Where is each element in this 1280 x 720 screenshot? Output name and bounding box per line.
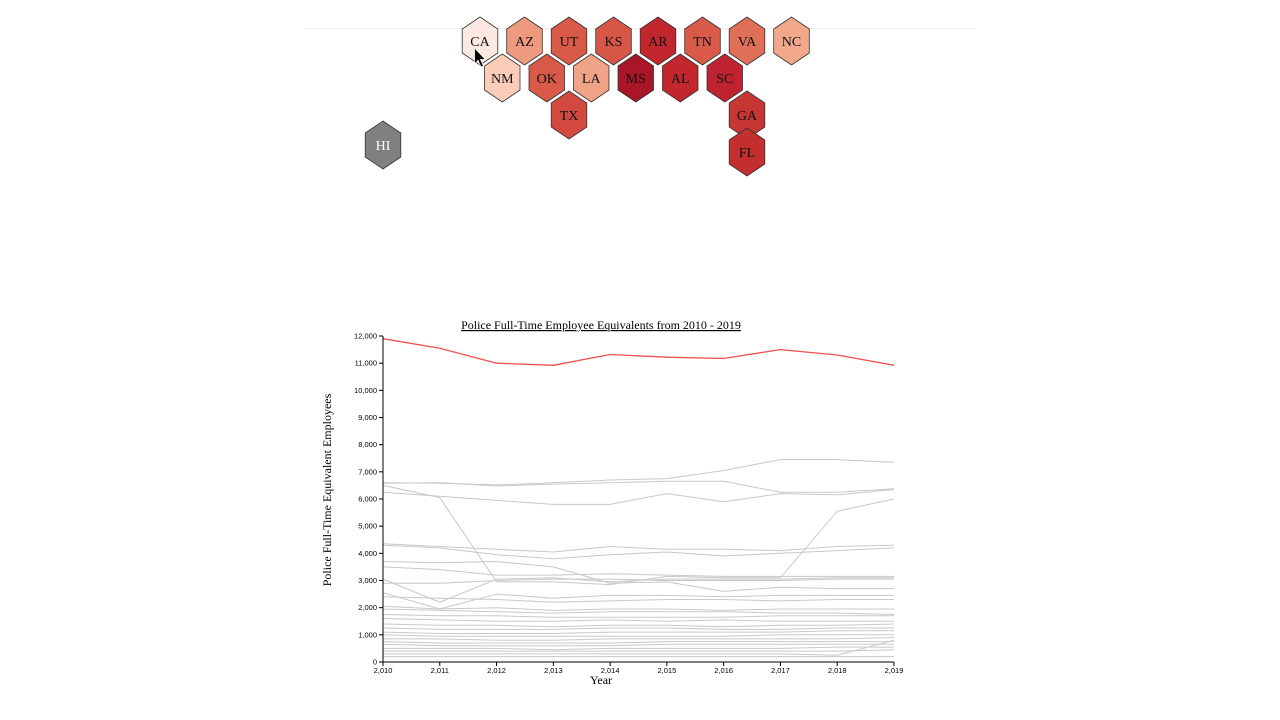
y-tick-label: 12,000 [354,332,377,341]
x-tick-label: 2,018 [828,666,847,675]
y-tick-label: 11,000 [355,359,377,368]
state-label: AR [648,35,668,50]
state-hex-al[interactable]: AL [662,53,699,103]
state-hex-ok[interactable]: OK [528,53,565,103]
state-label: UT [560,35,579,50]
state-label: CA [470,35,490,50]
series-line-20 [382,634,894,637]
y-tick-label: 9,000 [358,413,377,422]
state-label: NC [782,35,801,50]
x-tick-label: 2,016 [714,666,733,675]
series-line-24 [383,646,894,651]
x-tick-label: 2,014 [601,666,620,675]
axes-group: 0 1,000 2,000 3,000 4,000 5,000 6,000 7,000 8,00… [354,332,903,676]
state-label: LA [582,72,602,87]
state-hex-tn[interactable]: TN [684,16,721,66]
state-label: GA [737,109,758,124]
state-hex-sc[interactable]: SC [706,53,743,103]
series-line-6 [382,544,895,560]
state-hex-map[interactable]: CA AZ UT KS AR TN VA NC NM OK LA MS AL SC TX GA FL HI [0,0,1280,200]
y-tick-label: 3,000 [358,576,377,585]
series-line-25 [383,649,895,652]
state-hex-az[interactable]: AZ [506,16,543,66]
series-line-11 [382,592,894,610]
top-divider [305,28,975,29]
series-line-23 [382,643,894,647]
state-label: AZ [515,35,534,50]
state-label: KS [605,35,623,50]
highlighted-series-line [382,338,895,366]
x-tick-label: 2,010 [374,666,393,675]
series-line-18 [382,627,894,630]
state-hex-ga[interactable]: GA [728,90,766,140]
state-hex-tx[interactable]: TX [550,90,588,140]
chart-title: Police Full-Time Employee Equivalents fr… [461,318,741,332]
series-line-4 [382,489,895,505]
series-line-10 [383,578,894,584]
mouse-cursor-icon [474,47,487,68]
series-line-17 [382,623,895,628]
state-label: NM [491,72,514,87]
state-label: MS [626,72,646,87]
x-axis-label: Year [590,673,612,687]
x-tick-label: 2,012 [487,666,506,675]
state-label: TX [560,109,579,124]
state-hex-la[interactable]: LA [573,53,610,103]
state-hex-nm[interactable]: NM [484,53,521,103]
y-tick-label: 4,000 [358,549,377,558]
state-label: FL [739,146,755,161]
series-line-21 [383,637,895,641]
series-line-26 [383,639,895,656]
state-label: OK [537,72,557,87]
state-label: VA [738,35,757,50]
x-tick-label: 2,013 [544,666,563,675]
y-tick-label: 2,000 [358,603,377,612]
x-tick-label: 2,017 [771,666,790,675]
state-hex-ks[interactable]: KS [595,16,632,66]
y-tick-label: 0 [373,658,377,667]
series-line-19 [382,630,894,634]
state-hex-ut[interactable]: UT [550,16,588,66]
y-tick-label: 6,000 [358,495,377,504]
series-line-16 [382,618,894,622]
series-group [382,338,895,658]
state-hex-ar[interactable]: AR [639,16,677,66]
x-tick-label: 2,011 [431,666,449,675]
state-hex-fl[interactable]: FL [728,127,766,177]
series-line-15 [382,614,894,618]
series-line-3 [382,484,895,586]
state-label: SC [716,72,733,87]
state-hex-ms[interactable]: MS [617,53,654,103]
series-line-1 [382,459,895,486]
state-hex-nc[interactable]: NC [773,16,810,66]
y-tick-label: 5,000 [358,522,377,531]
y-tick-label: 7,000 [358,467,377,476]
series-line-2 [382,480,895,493]
series-line-8 [382,566,894,577]
state-hex-va[interactable]: VA [728,16,766,66]
series-line-12 [382,596,894,603]
state-label: TN [693,35,712,50]
y-axis-label: Police Full-Time Equivalent Employees [320,393,334,586]
state-label: AL [671,72,690,87]
y-tick-label: 10,000 [354,386,377,395]
x-tick-label: 2,019 [885,666,904,675]
series-line-7 [382,560,894,592]
series-line-13 [382,605,894,611]
state-hex-ca[interactable]: CA [461,16,499,66]
x-tick-label: 2,015 [657,666,676,675]
state-hex-hi[interactable]: HI [364,120,402,170]
y-tick-label: 8,000 [358,440,377,449]
y-tick-label: 1,000 [358,630,377,639]
series-line-9 [382,577,894,603]
series-line-14 [382,608,895,615]
series-line-5 [382,543,895,553]
state-label: HI [376,139,391,154]
series-line-22 [382,641,894,644]
